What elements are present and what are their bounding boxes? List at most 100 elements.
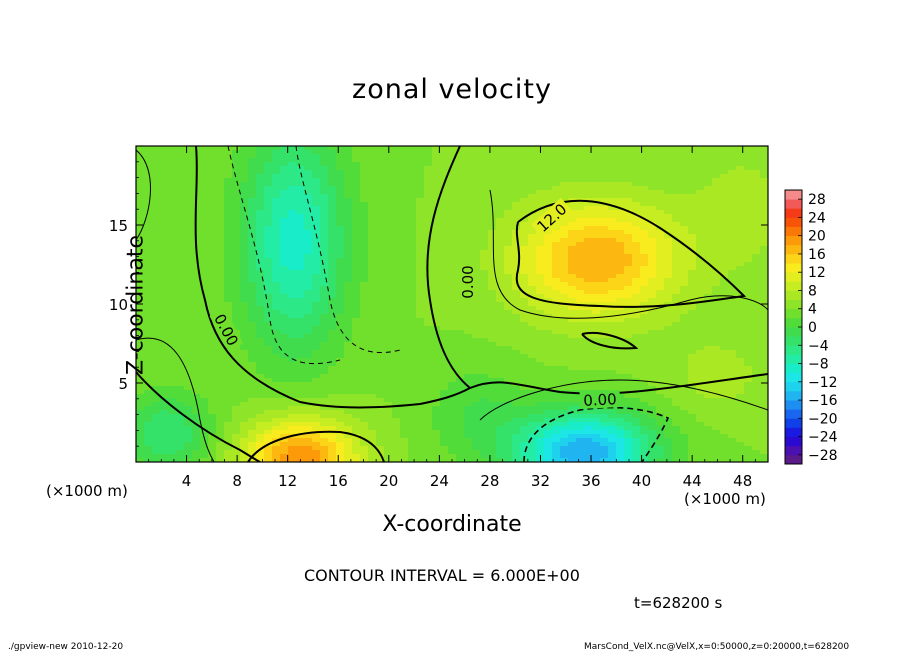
- field-cell: [712, 286, 721, 291]
- field-cell: [600, 246, 609, 251]
- field-cell: [496, 218, 505, 223]
- field-cell: [528, 242, 537, 247]
- field-cell: [576, 310, 585, 315]
- field-cell: [240, 166, 249, 171]
- field-cell: [280, 150, 289, 155]
- field-cell: [616, 386, 625, 391]
- field-cell: [360, 182, 369, 187]
- field-cell: [696, 202, 705, 207]
- field-cell: [408, 218, 417, 223]
- field-cell: [616, 334, 625, 339]
- field-cell: [216, 350, 225, 355]
- field-cell: [664, 238, 673, 243]
- field-cell: [736, 166, 745, 171]
- field-cell: [624, 146, 633, 151]
- field-cell: [296, 186, 305, 191]
- field-cell: [568, 186, 577, 191]
- field-cell: [592, 386, 601, 391]
- field-cell: [320, 238, 329, 243]
- field-cell: [488, 342, 497, 347]
- field-cell: [544, 190, 553, 195]
- field-cell: [200, 394, 209, 399]
- field-cell: [360, 266, 369, 271]
- field-cell: [288, 190, 297, 195]
- field-cell: [448, 234, 457, 239]
- field-cell: [624, 214, 633, 219]
- field-cell: [288, 302, 297, 307]
- field-cell: [480, 290, 489, 295]
- field-cell: [552, 322, 561, 327]
- field-cell: [240, 202, 249, 207]
- field-cell: [504, 374, 513, 379]
- field-cell: [312, 290, 321, 295]
- field-cell: [696, 374, 705, 379]
- field-cell: [568, 362, 577, 367]
- field-cell: [712, 302, 721, 307]
- field-cell: [448, 226, 457, 231]
- field-cell: [160, 306, 169, 311]
- field-cell: [592, 262, 601, 267]
- field-cell: [168, 338, 177, 343]
- field-cell: [280, 162, 289, 167]
- field-cell: [712, 218, 721, 223]
- field-cell: [712, 186, 721, 191]
- field-cell: [704, 154, 713, 159]
- field-cell: [216, 306, 225, 311]
- field-cell: [592, 366, 601, 371]
- field-cell: [760, 170, 768, 175]
- field-cell: [264, 154, 273, 159]
- field-cell: [200, 230, 209, 235]
- field-cell: [328, 394, 337, 399]
- field-cell: [176, 202, 185, 207]
- field-cell: [504, 394, 513, 399]
- field-cell: [616, 182, 625, 187]
- field-cell: [448, 178, 457, 183]
- field-cell: [704, 146, 713, 151]
- field-cell: [264, 282, 273, 287]
- field-cell: [592, 350, 601, 355]
- field-cell: [176, 190, 185, 195]
- field-cell: [648, 390, 657, 395]
- field-cell: [328, 326, 337, 331]
- field-cell: [640, 218, 649, 223]
- field-cell: [664, 194, 673, 199]
- field-cell: [488, 358, 497, 363]
- field-cell: [336, 234, 345, 239]
- field-cell: [184, 330, 193, 335]
- field-cell: [712, 202, 721, 207]
- field-cell: [336, 190, 345, 195]
- field-cell: [168, 278, 177, 283]
- field-cell: [760, 198, 768, 203]
- field-cell: [368, 282, 377, 287]
- field-cell: [264, 382, 273, 387]
- field-cell: [200, 190, 209, 195]
- field-cell: [240, 290, 249, 295]
- field-cell: [248, 218, 257, 223]
- field-cell: [200, 386, 209, 391]
- field-cell: [296, 266, 305, 271]
- field-cell: [248, 358, 257, 363]
- field-cell: [664, 246, 673, 251]
- field-cell: [400, 214, 409, 219]
- field-cell: [736, 162, 745, 167]
- field-cell: [696, 210, 705, 215]
- field-cell: [160, 250, 169, 255]
- field-cell: [256, 342, 265, 347]
- field-cell: [432, 322, 441, 327]
- field-cell: [480, 342, 489, 347]
- field-cell: [760, 354, 768, 359]
- field-cell: [240, 254, 249, 259]
- field-cell: [528, 306, 537, 311]
- field-cell: [576, 290, 585, 295]
- field-cell: [672, 206, 681, 211]
- field-cell: [240, 154, 249, 159]
- field-cell: [256, 186, 265, 191]
- field-cell: [456, 162, 465, 167]
- field-cell: [176, 322, 185, 327]
- field-cell: [584, 358, 593, 363]
- field-cell: [440, 314, 449, 319]
- field-cell: [512, 238, 521, 243]
- field-cell: [600, 250, 609, 255]
- field-cell: [280, 194, 289, 199]
- field-cell: [672, 222, 681, 227]
